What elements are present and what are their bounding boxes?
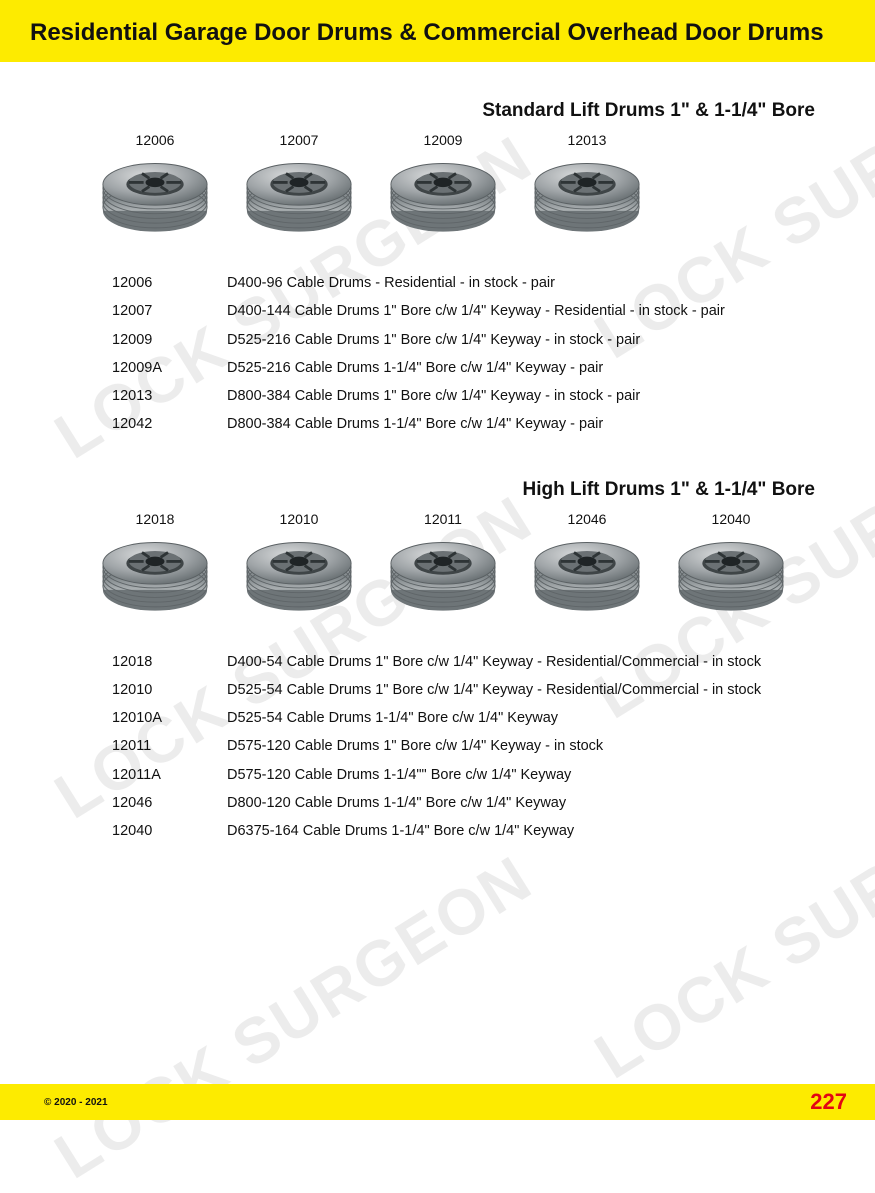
spec-row: 12007 D400-144 Cable Drums 1" Bore c/w 1/… bbox=[112, 297, 825, 325]
drum-item: 12040 bbox=[666, 511, 796, 628]
drum-item: 12007 bbox=[234, 132, 364, 249]
page-title: Residential Garage Door Drums & Commerci… bbox=[30, 18, 845, 48]
spec-row: 12018 D400-54 Cable Drums 1" Bore c/w 1/4… bbox=[112, 648, 825, 676]
drum-icon bbox=[522, 533, 652, 628]
spec-desc: D525-216 Cable Drums 1" Bore c/w 1/4" Ke… bbox=[227, 326, 825, 354]
spec-row: 12010 D525-54 Cable Drums 1" Bore c/w 1/4… bbox=[112, 676, 825, 704]
spec-row: 12010A D525-54 Cable Drums 1-1/4" Bore c/… bbox=[112, 704, 825, 732]
section-title-standard: Standard Lift Drums 1" & 1-1/4" Bore bbox=[50, 100, 815, 122]
spec-desc: D400-144 Cable Drums 1" Bore c/w 1/4" Ke… bbox=[227, 297, 825, 325]
spec-code: 12007 bbox=[112, 297, 187, 325]
drum-icon bbox=[378, 533, 508, 628]
spec-desc: D400-96 Cable Drums - Residential - in s… bbox=[227, 269, 825, 297]
drum-icon bbox=[522, 154, 652, 249]
spec-row: 12009 D525-216 Cable Drums 1" Bore c/w 1/… bbox=[112, 326, 825, 354]
spec-desc: D6375-164 Cable Drums 1-1/4" Bore c/w 1/… bbox=[227, 817, 825, 845]
spec-code: 12009A bbox=[112, 354, 187, 382]
spec-code: 12046 bbox=[112, 789, 187, 817]
drum-label: 12040 bbox=[666, 511, 796, 527]
drum-icon bbox=[666, 533, 796, 628]
spec-code: 12010A bbox=[112, 704, 187, 732]
drum-item: 12046 bbox=[522, 511, 652, 628]
spec-row: 12011A D575-120 Cable Drums 1-1/4"" Bore … bbox=[112, 761, 825, 789]
spec-desc: D525-216 Cable Drums 1-1/4" Bore c/w 1/4… bbox=[227, 354, 825, 382]
spec-row: 12006 D400-96 Cable Drums - Residential -… bbox=[112, 269, 825, 297]
drum-icon bbox=[90, 533, 220, 628]
spec-row: 12011 D575-120 Cable Drums 1" Bore c/w 1/… bbox=[112, 732, 825, 760]
drum-label: 12046 bbox=[522, 511, 652, 527]
drum-label: 12007 bbox=[234, 132, 364, 148]
page-number: 227 bbox=[810, 1089, 847, 1115]
drum-icon bbox=[234, 533, 364, 628]
spec-desc: D525-54 Cable Drums 1-1/4" Bore c/w 1/4"… bbox=[227, 704, 825, 732]
drum-item: 12009 bbox=[378, 132, 508, 249]
spec-desc: D800-384 Cable Drums 1-1/4" Bore c/w 1/4… bbox=[227, 410, 825, 438]
drum-item: 12010 bbox=[234, 511, 364, 628]
drum-image-row-standard: 12006 12007 bbox=[90, 132, 825, 249]
spec-code: 12006 bbox=[112, 269, 187, 297]
drum-item: 12018 bbox=[90, 511, 220, 628]
drum-image-row-highlift: 12018 12010 bbox=[90, 511, 825, 628]
spec-list-highlift: 12018 D400-54 Cable Drums 1" Bore c/w 1/4… bbox=[112, 648, 825, 846]
drum-label: 12011 bbox=[378, 511, 508, 527]
drum-icon bbox=[378, 154, 508, 249]
content-area: Standard Lift Drums 1" & 1-1/4" Bore 120… bbox=[0, 62, 875, 845]
spec-desc: D800-384 Cable Drums 1" Bore c/w 1/4" Ke… bbox=[227, 382, 825, 410]
spec-code: 12011 bbox=[112, 732, 187, 760]
footer-band: © 2020 - 2021 227 bbox=[0, 1084, 875, 1120]
drum-item: 12006 bbox=[90, 132, 220, 249]
drum-icon bbox=[234, 154, 364, 249]
spec-code: 12010 bbox=[112, 676, 187, 704]
spec-row: 12009A D525-216 Cable Drums 1-1/4" Bore c… bbox=[112, 354, 825, 382]
drum-label: 12013 bbox=[522, 132, 652, 148]
watermark: LOCK SURGEON bbox=[42, 841, 545, 1193]
header-band: Residential Garage Door Drums & Commerci… bbox=[0, 0, 875, 62]
spec-row: 12040 D6375-164 Cable Drums 1-1/4" Bore c… bbox=[112, 817, 825, 845]
spec-list-standard: 12006 D400-96 Cable Drums - Residential -… bbox=[112, 269, 825, 439]
spec-code: 12013 bbox=[112, 382, 187, 410]
copyright-text: © 2020 - 2021 bbox=[44, 1097, 108, 1108]
spec-code: 12040 bbox=[112, 817, 187, 845]
drum-label: 12009 bbox=[378, 132, 508, 148]
spec-desc: D575-120 Cable Drums 1" Bore c/w 1/4" Ke… bbox=[227, 732, 825, 760]
spec-row: 12046 D800-120 Cable Drums 1-1/4" Bore c/… bbox=[112, 789, 825, 817]
spec-code: 12042 bbox=[112, 410, 187, 438]
section-title-highlift: High Lift Drums 1" & 1-1/4" Bore bbox=[50, 479, 815, 501]
spec-code: 12018 bbox=[112, 648, 187, 676]
drum-item: 12013 bbox=[522, 132, 652, 249]
drum-label: 12010 bbox=[234, 511, 364, 527]
spec-row: 12042 D800-384 Cable Drums 1-1/4" Bore c/… bbox=[112, 410, 825, 438]
spec-row: 12013 D800-384 Cable Drums 1" Bore c/w 1/… bbox=[112, 382, 825, 410]
drum-label: 12006 bbox=[90, 132, 220, 148]
spec-desc: D800-120 Cable Drums 1-1/4" Bore c/w 1/4… bbox=[227, 789, 825, 817]
spec-desc: D400-54 Cable Drums 1" Bore c/w 1/4" Key… bbox=[227, 648, 825, 676]
spec-desc: D525-54 Cable Drums 1" Bore c/w 1/4" Key… bbox=[227, 676, 825, 704]
spec-desc: D575-120 Cable Drums 1-1/4"" Bore c/w 1/… bbox=[227, 761, 825, 789]
drum-item: 12011 bbox=[378, 511, 508, 628]
drum-icon bbox=[90, 154, 220, 249]
drum-label: 12018 bbox=[90, 511, 220, 527]
spec-code: 12009 bbox=[112, 326, 187, 354]
spec-code: 12011A bbox=[112, 761, 187, 789]
